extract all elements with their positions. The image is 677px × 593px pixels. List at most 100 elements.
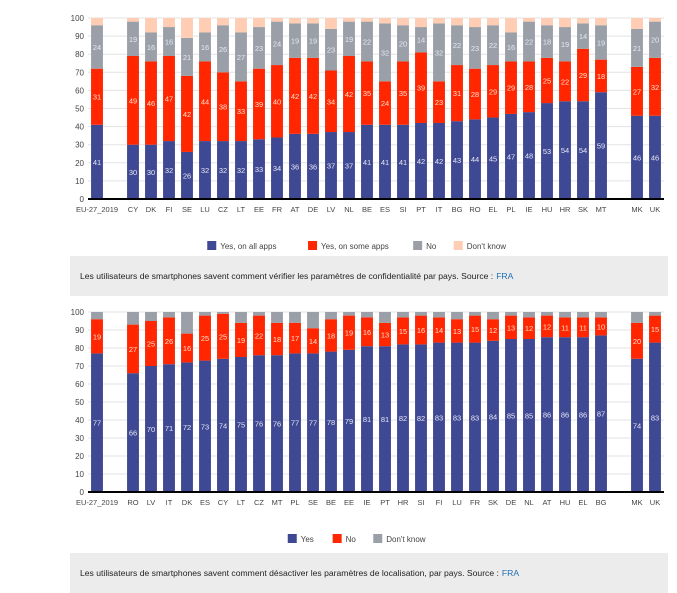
data-label: 59: [597, 142, 605, 151]
bar-segment-no: [523, 21, 535, 62]
y-tick-label: 30: [75, 434, 84, 443]
x-tick-label: SE: [308, 498, 318, 507]
y-tick-label: 70: [75, 362, 84, 371]
y-tick-label: 50: [75, 105, 84, 114]
x-tick-label: DK: [182, 498, 192, 507]
bar-segment-don-t-know: [469, 18, 481, 28]
data-label: 22: [363, 38, 371, 47]
data-label: 22: [489, 41, 497, 50]
bar-segment-don-t-know: [379, 312, 391, 323]
x-tick-label: PT: [380, 498, 390, 507]
x-tick-label: SK: [578, 205, 588, 214]
x-tick-label: MT: [596, 205, 607, 214]
data-label: 26: [219, 45, 227, 54]
data-label: 20: [399, 39, 407, 48]
data-label: 13: [507, 323, 515, 332]
legend-swatch-no: [413, 241, 423, 250]
bar-segment-yes: [469, 342, 481, 492]
data-label: 24: [273, 39, 281, 48]
x-tick-label: IT: [166, 498, 173, 507]
data-label: 53: [543, 147, 551, 156]
y-tick-label: 80: [75, 50, 84, 59]
bar-segment-no: [91, 25, 103, 69]
bar-segment-yes-on-all-apps: [325, 132, 337, 199]
y-tick-label: 60: [75, 86, 84, 95]
bar-segment-don-t-know: [343, 312, 355, 316]
bar-segment-yes: [217, 358, 229, 492]
data-label: 42: [309, 92, 317, 101]
data-label: 28: [525, 83, 533, 92]
bar-segment-yes-on-some-apps: [289, 57, 301, 134]
bar-segment-yes-on-all-apps: [235, 141, 247, 199]
data-label: 36: [309, 162, 317, 171]
bar-segment-yes: [595, 335, 607, 492]
bar-segment-don-t-know: [451, 18, 463, 26]
data-label: 73: [201, 422, 209, 431]
bar-segment-yes: [91, 353, 103, 492]
bar-segment-don-t-know: [217, 312, 229, 314]
data-label: 37: [345, 162, 353, 171]
data-label: 41: [93, 158, 101, 167]
bar-segment-no: [181, 37, 193, 76]
data-label: 32: [381, 48, 389, 57]
bar-segment-don-t-know: [631, 312, 643, 323]
bar-segment-yes-on-all-apps: [433, 122, 445, 199]
data-label: 26: [183, 171, 191, 180]
data-label: 81: [381, 415, 389, 424]
bar-segment-yes-on-all-apps: [361, 124, 373, 199]
x-tick-label: RO: [469, 205, 480, 214]
x-tick-label: LV: [327, 205, 336, 214]
x-tick-label: BE: [326, 498, 336, 507]
data-label: 13: [381, 331, 389, 340]
chart-location-settings-svg: 0 10 20 30 40 50 60 70 80 90 100 77 19 EU-27_2019 66 27…: [71, 308, 664, 544]
bar-segment-no: [541, 25, 553, 58]
data-label: 25: [201, 334, 209, 343]
bar-segment-yes-on-some-apps: [163, 56, 175, 142]
data-label: 17: [291, 334, 299, 343]
legend-swatch-don-t-know: [373, 534, 383, 543]
bar-segment-don-t-know: [505, 312, 517, 316]
bar-segment-yes-on-all-apps: [199, 141, 211, 199]
x-tick-label: BE: [362, 205, 372, 214]
data-label: 22: [561, 77, 569, 86]
bar-segment-yes-on-some-apps: [541, 57, 553, 104]
data-label: 77: [309, 419, 317, 428]
bar-segment-yes-on-all-apps: [163, 141, 175, 199]
data-label: 86: [561, 411, 569, 420]
data-label: 21: [633, 44, 641, 53]
data-label: 14: [417, 36, 425, 45]
data-label: 16: [363, 328, 371, 337]
data-label: 19: [561, 40, 569, 49]
x-tick-label: LT: [237, 205, 246, 214]
bar-segment-don-t-know: [397, 18, 409, 26]
bar-segment-yes: [433, 342, 445, 492]
bar-segment-yes: [523, 339, 535, 492]
data-label: 41: [363, 158, 371, 167]
bar-segment-no: [451, 319, 463, 343]
bar-segment-yes: [271, 355, 283, 492]
bar-segment-no: [289, 322, 301, 354]
source-link[interactable]: FRA: [501, 568, 520, 578]
bar-segment-yes: [541, 337, 553, 492]
bar-segment-no: [361, 21, 373, 62]
x-tick-label: CY: [218, 498, 228, 507]
data-label: 26: [165, 337, 173, 346]
data-label: 71: [165, 424, 173, 433]
bar-segment-yes-on-all-apps: [91, 124, 103, 199]
x-tick-label: BG: [452, 205, 463, 214]
bar-segment-yes-on-all-apps: [649, 115, 661, 199]
bar-segment-don-t-know: [415, 18, 427, 28]
data-label: 83: [453, 413, 461, 422]
source-link[interactable]: FRA: [496, 271, 514, 281]
bar-segment-yes: [307, 353, 319, 492]
bar-segment-yes-on-some-apps: [469, 68, 481, 120]
bar-segment-no: [253, 27, 265, 69]
data-label: 14: [435, 326, 443, 335]
x-tick-label: HU: [560, 498, 571, 507]
bar-segment-yes-on-some-apps: [631, 66, 643, 116]
x-tick-label: IE: [363, 498, 370, 507]
x-tick-label: MT: [272, 498, 283, 507]
data-label: 15: [399, 327, 407, 336]
x-tick-label: MK: [631, 205, 642, 214]
data-label: 22: [453, 41, 461, 50]
